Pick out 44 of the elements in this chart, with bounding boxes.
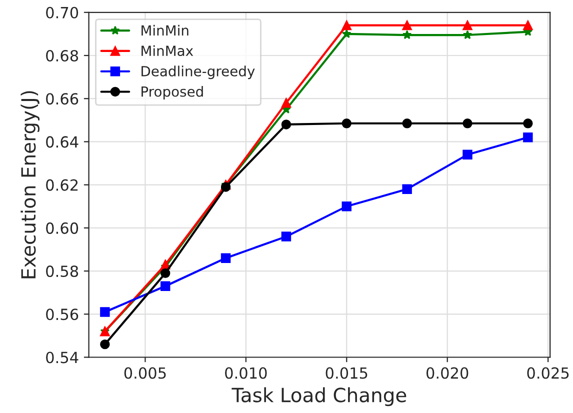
point xyxy=(342,118,352,128)
point xyxy=(523,132,533,142)
y-tick-label: 0.68 xyxy=(46,50,78,62)
y-tick-label: 0.70 xyxy=(46,6,78,18)
point xyxy=(402,30,412,40)
y-tick-label: 0.54 xyxy=(46,352,78,364)
y-tick-label: 0.66 xyxy=(46,93,78,105)
point xyxy=(342,29,352,38)
x-tick-label: 0.005 xyxy=(124,367,166,379)
point xyxy=(100,307,110,317)
point xyxy=(462,30,472,40)
point xyxy=(281,120,292,130)
point xyxy=(462,20,472,30)
point xyxy=(523,20,533,30)
y-axis-title: Execution Energy(J) xyxy=(20,91,40,278)
legend-label: MinMin xyxy=(142,24,188,36)
x-tick-label: 0.015 xyxy=(326,367,368,379)
point xyxy=(160,281,170,291)
y-tick-label: 0.58 xyxy=(46,265,78,278)
x-tick-label: 0.025 xyxy=(527,367,569,379)
point xyxy=(220,182,231,192)
point xyxy=(160,268,170,278)
y-tick-label: 0.64 xyxy=(46,136,78,148)
point xyxy=(462,118,472,128)
legend-label: Proposed xyxy=(142,86,203,100)
point xyxy=(342,20,352,30)
y-tick-label: 0.56 xyxy=(46,308,78,320)
point xyxy=(342,202,352,212)
y-tick-label: 0.60 xyxy=(46,222,78,234)
point xyxy=(402,20,412,30)
point xyxy=(402,118,412,128)
point xyxy=(462,150,472,160)
point xyxy=(402,184,412,194)
point xyxy=(281,98,292,108)
legend-label: Deadline-greedy xyxy=(142,66,255,80)
x-tick-label: 0.020 xyxy=(426,367,468,379)
y-tick-label: 0.62 xyxy=(46,179,78,191)
point xyxy=(100,339,110,350)
point xyxy=(281,232,292,242)
legend-label: MinMax xyxy=(142,45,194,56)
point xyxy=(523,118,533,128)
point xyxy=(220,253,231,263)
x-axis-title: Task Load Change xyxy=(232,387,406,406)
x-tick-label: 0.010 xyxy=(225,367,267,379)
